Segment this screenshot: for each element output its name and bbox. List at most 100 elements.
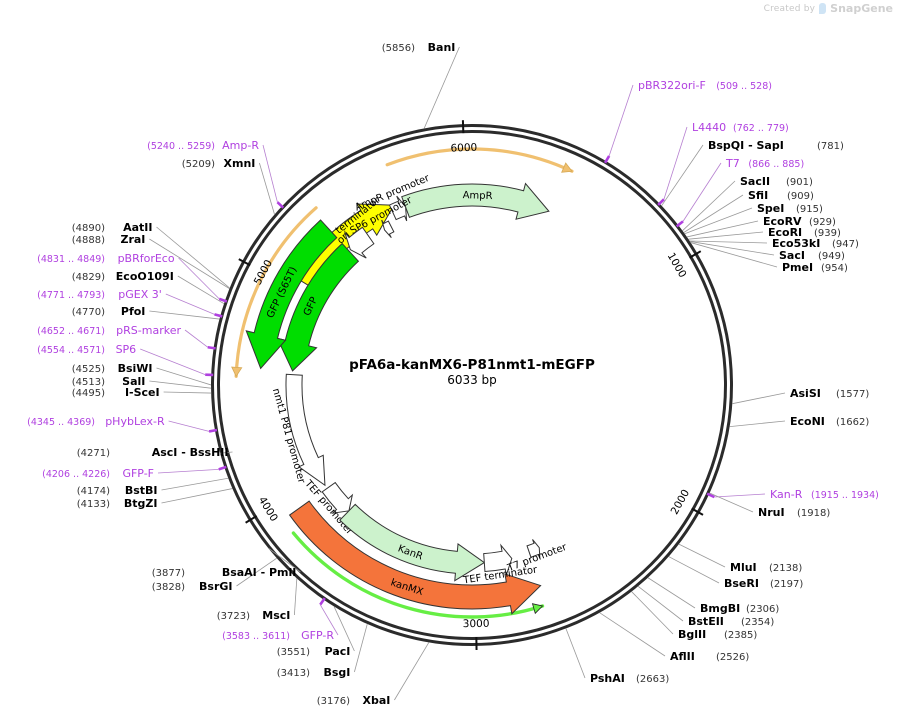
- primer-label-prs-marker: (4652 .. 4671) pRS-marker: [37, 324, 181, 337]
- label-name: MluI: [730, 561, 757, 574]
- label-name: BstEII: [688, 615, 724, 628]
- leader-line: [178, 257, 220, 300]
- feature-arrow: [381, 219, 395, 239]
- label-name: EcoO109I: [116, 270, 174, 283]
- enzyme-label-bsiwi: (4525) BsiWI: [72, 362, 153, 375]
- leader-line: [683, 194, 744, 233]
- enzyme-label-bsgi: (3413) BsgI: [277, 666, 351, 679]
- leader-line: [647, 577, 696, 609]
- leader-line: [236, 557, 277, 587]
- enzyme-label-bseri: BseRI (2197): [724, 577, 803, 590]
- leader-line: [663, 126, 688, 200]
- label-name: BspQI - SapI: [708, 139, 784, 152]
- primer-label-pgex-3-: (4771 .. 4793) pGEX 3': [37, 288, 162, 301]
- primer-site-mark: [208, 428, 218, 433]
- label-position: (4890): [72, 223, 105, 234]
- leader-line: [732, 392, 786, 405]
- enzyme-label-xmni: (5209) XmnI: [182, 157, 256, 170]
- label-name: GFP-R: [301, 629, 334, 642]
- leader-line: [165, 293, 215, 315]
- label-position: (4770): [72, 307, 105, 318]
- enzyme-label-bsaai-pmli: (3877) BsaAI - PmlI: [152, 566, 297, 579]
- label-position: (4652 .. 4671): [37, 326, 105, 337]
- label-position: (4771 .. 4793): [37, 290, 105, 301]
- leader-line: [220, 451, 233, 454]
- label-name: BsgI: [323, 666, 350, 679]
- label-name: SacI: [779, 249, 805, 262]
- enzyme-label-sfii: SfiI (909): [748, 189, 814, 202]
- primer-site-mark: [218, 465, 227, 471]
- leader-line: [608, 84, 634, 157]
- primer-site-mark: [276, 201, 285, 209]
- label-position: (4206 .. 4226): [42, 469, 110, 480]
- label-name: I-SceI: [125, 386, 160, 399]
- primer-label-gfp-r: (3583 .. 3611) GFP-R: [222, 629, 334, 642]
- primer-site-mark: [214, 313, 223, 318]
- label-position: (781): [817, 141, 844, 152]
- label-name: pHybLex-R: [105, 415, 165, 428]
- label-name: EcoRI: [768, 226, 802, 239]
- enzyme-label-nrui: NruI (1918): [758, 506, 830, 519]
- label-name: GFP-F: [122, 467, 154, 480]
- coordinate-tick: [691, 507, 704, 516]
- label-name: BstBI: [125, 484, 158, 497]
- snapgene-credit: Created by SnapGene: [764, 2, 893, 15]
- label-name: SacII: [740, 175, 770, 188]
- label-position: (3828): [152, 582, 185, 593]
- label-name: AatII: [123, 221, 152, 234]
- label-position: (2385): [724, 630, 757, 641]
- enzyme-label-econi: EcoNI (1662): [790, 415, 869, 428]
- label-position: (947): [832, 239, 859, 250]
- enzyme-label-bmgbi: BmgBI (2306): [700, 602, 779, 615]
- primer-arc-layer: [231, 147, 574, 619]
- label-name: BsiWI: [118, 362, 153, 375]
- label-name: XbaI: [363, 694, 391, 707]
- label-name: BtgZI: [124, 497, 158, 510]
- enzyme-label-ecoo109i: (4829) EcoO109I: [72, 270, 174, 283]
- leader-line: [156, 367, 212, 386]
- leader-line: [262, 144, 278, 203]
- coordinate-tick: [245, 515, 258, 524]
- label-name: PshAI: [590, 672, 625, 685]
- enzyme-label-pmei: PmeI (954): [782, 261, 848, 274]
- label-name: EcoRV: [763, 215, 802, 228]
- label-name: SfiI: [748, 189, 768, 202]
- primer-arc-amp-tan-arc: [385, 147, 574, 173]
- leader-line: [294, 578, 298, 616]
- leader-line: [637, 585, 684, 622]
- label-name: T7: [725, 157, 740, 170]
- label-name: BsrGI: [199, 580, 232, 593]
- plasmid-size: 6033 bp: [447, 373, 497, 387]
- label-position: (2663): [636, 674, 669, 685]
- label-position: (5240 .. 5259): [147, 141, 215, 152]
- enzyme-label-sali: (4513) SalI: [72, 375, 146, 388]
- enzyme-label-ecori: EcoRI (939): [768, 226, 841, 239]
- enzyme-label-zrai: (4888) ZraI: [72, 233, 146, 246]
- leader-line: [423, 46, 460, 129]
- primer-label-amp-r: (5240 .. 5259) Amp-R: [147, 139, 259, 152]
- label-position: (4513): [72, 377, 105, 388]
- label-position: (4831 .. 4849): [37, 254, 105, 265]
- enzyme-label-bglii: BglII (2385): [678, 628, 757, 641]
- label-name: NruI: [758, 506, 785, 519]
- coordinate-tick-label: 4000: [256, 495, 280, 524]
- primer-arrowhead: [231, 366, 243, 378]
- leader-line: [689, 240, 768, 244]
- coordinate-tick-label: 1000: [665, 251, 689, 280]
- enzyme-label-mlui: MluI (2138): [730, 561, 802, 574]
- primer-label-pbr322ori-f: pBR322ori-F (509 .. 528): [638, 79, 772, 92]
- leader-line: [156, 226, 230, 289]
- label-name: AflII: [670, 650, 695, 663]
- coordinate-tick-label: 2000: [669, 488, 693, 517]
- enzyme-label-eco53ki: Eco53kI (947): [772, 237, 859, 250]
- enzyme-label-aflii: AflII (2526): [670, 650, 749, 663]
- leader-line: [149, 380, 212, 389]
- primer-label-phyblex-r: (4345 .. 4369) pHybLex-R: [27, 415, 165, 428]
- enzyme-label-bstbi: (4174) BstBI: [77, 484, 158, 497]
- feature-arrow: [321, 481, 354, 514]
- leader-line: [661, 144, 704, 206]
- feature-nmt1-p81-promoter: nmt1 P81 promoter: [270, 373, 326, 487]
- label-position: (901): [786, 177, 813, 188]
- label-position: (3583 .. 3611): [222, 631, 290, 642]
